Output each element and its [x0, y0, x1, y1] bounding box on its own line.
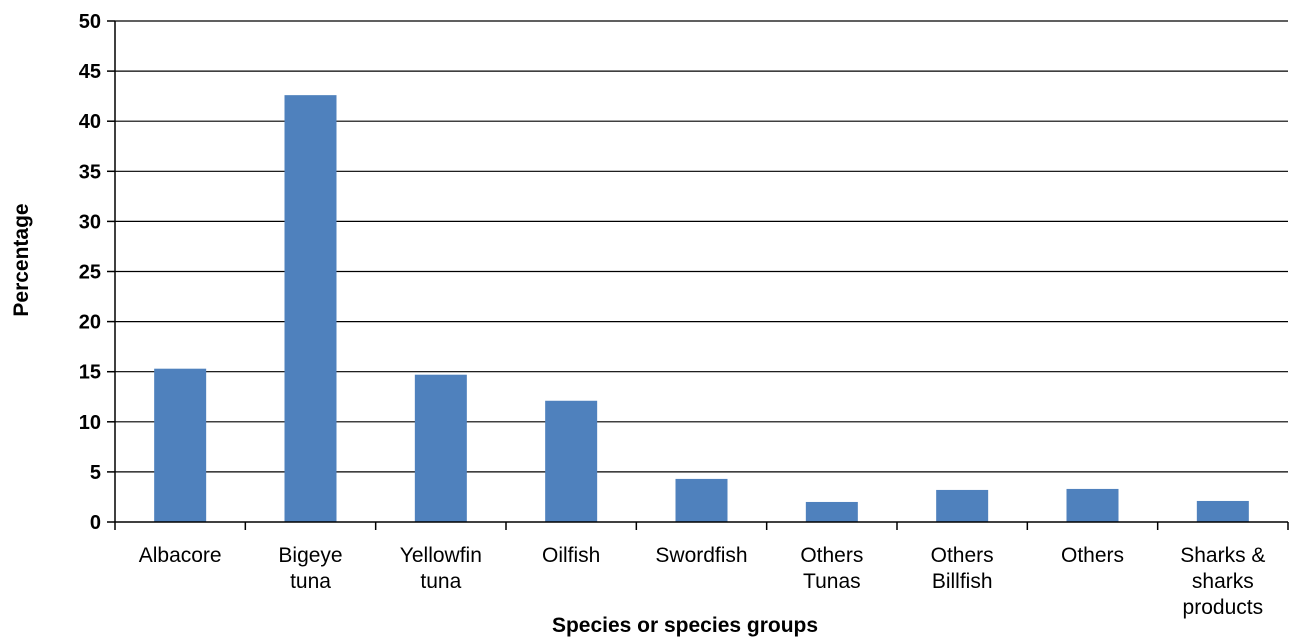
x-tick-label-line: Sharks & — [1180, 544, 1265, 567]
x-tick-label: Albacore — [139, 544, 222, 567]
x-tick-label-line: Yellowfin — [400, 544, 482, 567]
x-tick-label-line: Billfish — [932, 570, 993, 593]
x-tick-label: Swordfish — [655, 544, 747, 567]
x-tick-label-line: Others — [800, 544, 863, 567]
axes — [107, 20, 1289, 530]
y-tick-label: 0 — [90, 512, 101, 534]
bar — [545, 400, 598, 522]
bar — [1066, 488, 1119, 522]
y-tick-label: 5 — [90, 462, 101, 484]
y-tick-label: 10 — [79, 412, 101, 434]
bar — [936, 489, 989, 522]
bar — [284, 95, 337, 522]
bar — [1196, 500, 1249, 522]
x-tick-label-line: Albacore — [139, 544, 222, 567]
x-tick-label-line: tuna — [290, 570, 331, 593]
bar — [154, 368, 207, 522]
y-tick-label: 15 — [79, 362, 101, 384]
x-tick-label: Bigeye tuna — [278, 544, 342, 593]
x-tick-label-line: Others — [1061, 544, 1124, 567]
bar — [675, 478, 728, 522]
bars — [154, 95, 1249, 522]
x-tick-label-line: Others — [931, 544, 994, 567]
x-tick-label-line: sharks — [1192, 570, 1254, 593]
x-tick-label-line: products — [1183, 596, 1264, 619]
x-tick-label: Oilfish — [542, 544, 600, 567]
y-tick-labels: 0 5 10 15 20 25 30 35 40 45 50 — [79, 11, 101, 534]
x-tick-label-line: Bigeye — [278, 544, 342, 567]
bar — [414, 374, 467, 522]
x-tick-label: Others Billfish — [931, 544, 994, 593]
x-tick-label-line: Tunas — [803, 570, 861, 593]
y-tick-label: 20 — [79, 312, 101, 334]
x-tick-label: Sharks & sharks products — [1180, 544, 1265, 619]
y-tick-label: 25 — [79, 262, 101, 284]
x-tick-label: Yellowfin tuna — [400, 544, 482, 593]
y-tick-label: 30 — [79, 211, 101, 233]
y-tick-label: 40 — [79, 111, 101, 133]
y-tick-label: 50 — [79, 11, 101, 33]
x-tick-label-line: Oilfish — [542, 544, 600, 567]
x-axis-title: Species or species groups — [552, 614, 818, 637]
x-tick-labels: Albacore Bigeye tuna Yellowfin tuna Oilfish Sw… — [139, 544, 1266, 619]
y-tick-label: 35 — [79, 161, 101, 183]
y-axis-title: Percentage — [10, 203, 33, 316]
x-tick-label-line: Swordfish — [655, 544, 747, 567]
x-tick-label: Others Tunas — [800, 544, 863, 593]
x-tick-label-line: tuna — [420, 570, 461, 593]
y-tick-label: 45 — [79, 61, 101, 83]
x-tick-label: Others — [1061, 544, 1124, 567]
bar — [805, 501, 858, 522]
